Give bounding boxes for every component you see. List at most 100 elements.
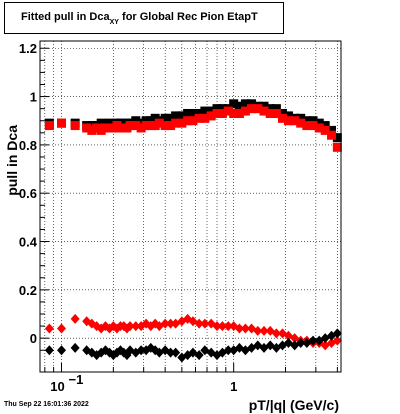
data-point-square [283,111,293,121]
data-point-diamond [70,342,80,353]
data-point-square [271,108,281,118]
data-point-square [87,121,97,131]
data-point-diamond [125,321,135,332]
data-point-square [200,113,210,123]
data-point-diamond [166,347,176,358]
data-point-square [308,121,318,131]
data-point-diamond [194,350,204,361]
data-point-diamond [332,335,342,346]
data-point-square [194,108,204,118]
data-point-square [265,108,275,118]
data-point-diamond [131,321,141,332]
x-tick-label: 10 [50,379,64,394]
data-point-diamond [296,338,306,349]
data-point-square [247,104,257,114]
data-point-square [302,116,312,126]
x-axis-title: pT/|q| (GeV/c) [249,397,339,413]
data-point-square [302,121,312,131]
y-tick-label: 1.2 [19,41,37,56]
data-point-square [283,116,293,126]
data-point-square [327,130,337,140]
data-point-diamond [253,325,263,336]
data-point-diamond [57,323,67,334]
data-point-diamond [160,318,170,329]
data-point-diamond [308,335,318,346]
data-point-square [320,125,330,135]
data-point-square [131,116,141,126]
data-point-diamond [70,313,80,324]
data-point-square [259,101,269,111]
data-point-diamond [271,328,281,339]
data-point-diamond [166,318,176,329]
grid-layer [40,41,341,372]
data-point-square [44,121,54,131]
data-point-square [271,104,281,114]
data-point-diamond [240,323,250,334]
data-point-square [177,111,187,121]
data-point-square [229,108,239,118]
y-tick-label: 0.6 [19,186,37,201]
data-point-square [206,106,216,116]
data-point-square [212,104,222,114]
data-point-square [136,123,146,133]
data-point-square [217,104,227,114]
data-point-square [171,111,181,121]
data-point-square [188,108,198,118]
data-point-square [240,106,250,116]
data-point-diamond [223,345,233,356]
data-point-square [240,99,250,109]
data-point-square [259,106,269,116]
data-point-square [277,108,287,118]
data-point-square [82,123,92,133]
data-point-square [171,118,181,128]
data-point-square [265,104,275,114]
data-point-diamond [44,323,54,334]
title-box: Fitted pull in DcaXY for Global Rec Pion… [4,2,284,34]
data-point-square [154,118,164,128]
data-point-square [332,142,342,152]
data-point-square [290,116,300,126]
data-point-square [166,113,176,123]
data-point-diamond [200,318,210,329]
data-point-square [320,121,330,131]
data-point-square [234,101,244,111]
data-point-diamond [212,321,222,332]
data-point-square [125,121,135,131]
data-point-square [217,108,227,118]
data-point-diamond [136,345,146,356]
data-point-square [160,113,170,123]
data-point-square [188,116,198,126]
data-point-diamond [57,345,67,356]
title-main: Fitted pull in Dca [21,11,110,23]
data-point-square [314,123,324,133]
data-point-square [314,118,324,128]
data-point-square [223,106,233,116]
data-point-diamond [259,325,269,336]
data-point-square [131,121,141,131]
data-point-diamond [194,318,204,329]
data-point-square [87,125,97,135]
data-point-diamond [223,321,233,332]
data-point-square [200,106,210,116]
data-point-diamond [234,323,244,334]
data-point-square [166,121,176,131]
y-axis-title: pull in Dca [4,125,20,196]
plot-frame [39,40,342,373]
data-point-diamond [332,328,342,339]
timestamp: Thu Sep 22 16:01:36 2022 [4,401,89,408]
y-tick-label: 0 [30,331,37,346]
data-point-square [183,116,193,126]
data-point-square [206,111,216,121]
data-point-square [296,113,306,123]
data-point-square [308,116,318,126]
data-point-square [136,118,146,128]
tick-layer: 0 0.2 0.4 0.6 0.8 1 1.2 10 −1 1 [19,41,338,394]
data-point-square [234,108,244,118]
data-point-square [160,121,170,131]
data-point-square [247,99,257,109]
data-point-square [277,113,287,123]
data-point-square [92,123,102,133]
data-point-square [177,118,187,128]
data-point-square [141,116,151,126]
data-point-diamond [171,347,181,358]
